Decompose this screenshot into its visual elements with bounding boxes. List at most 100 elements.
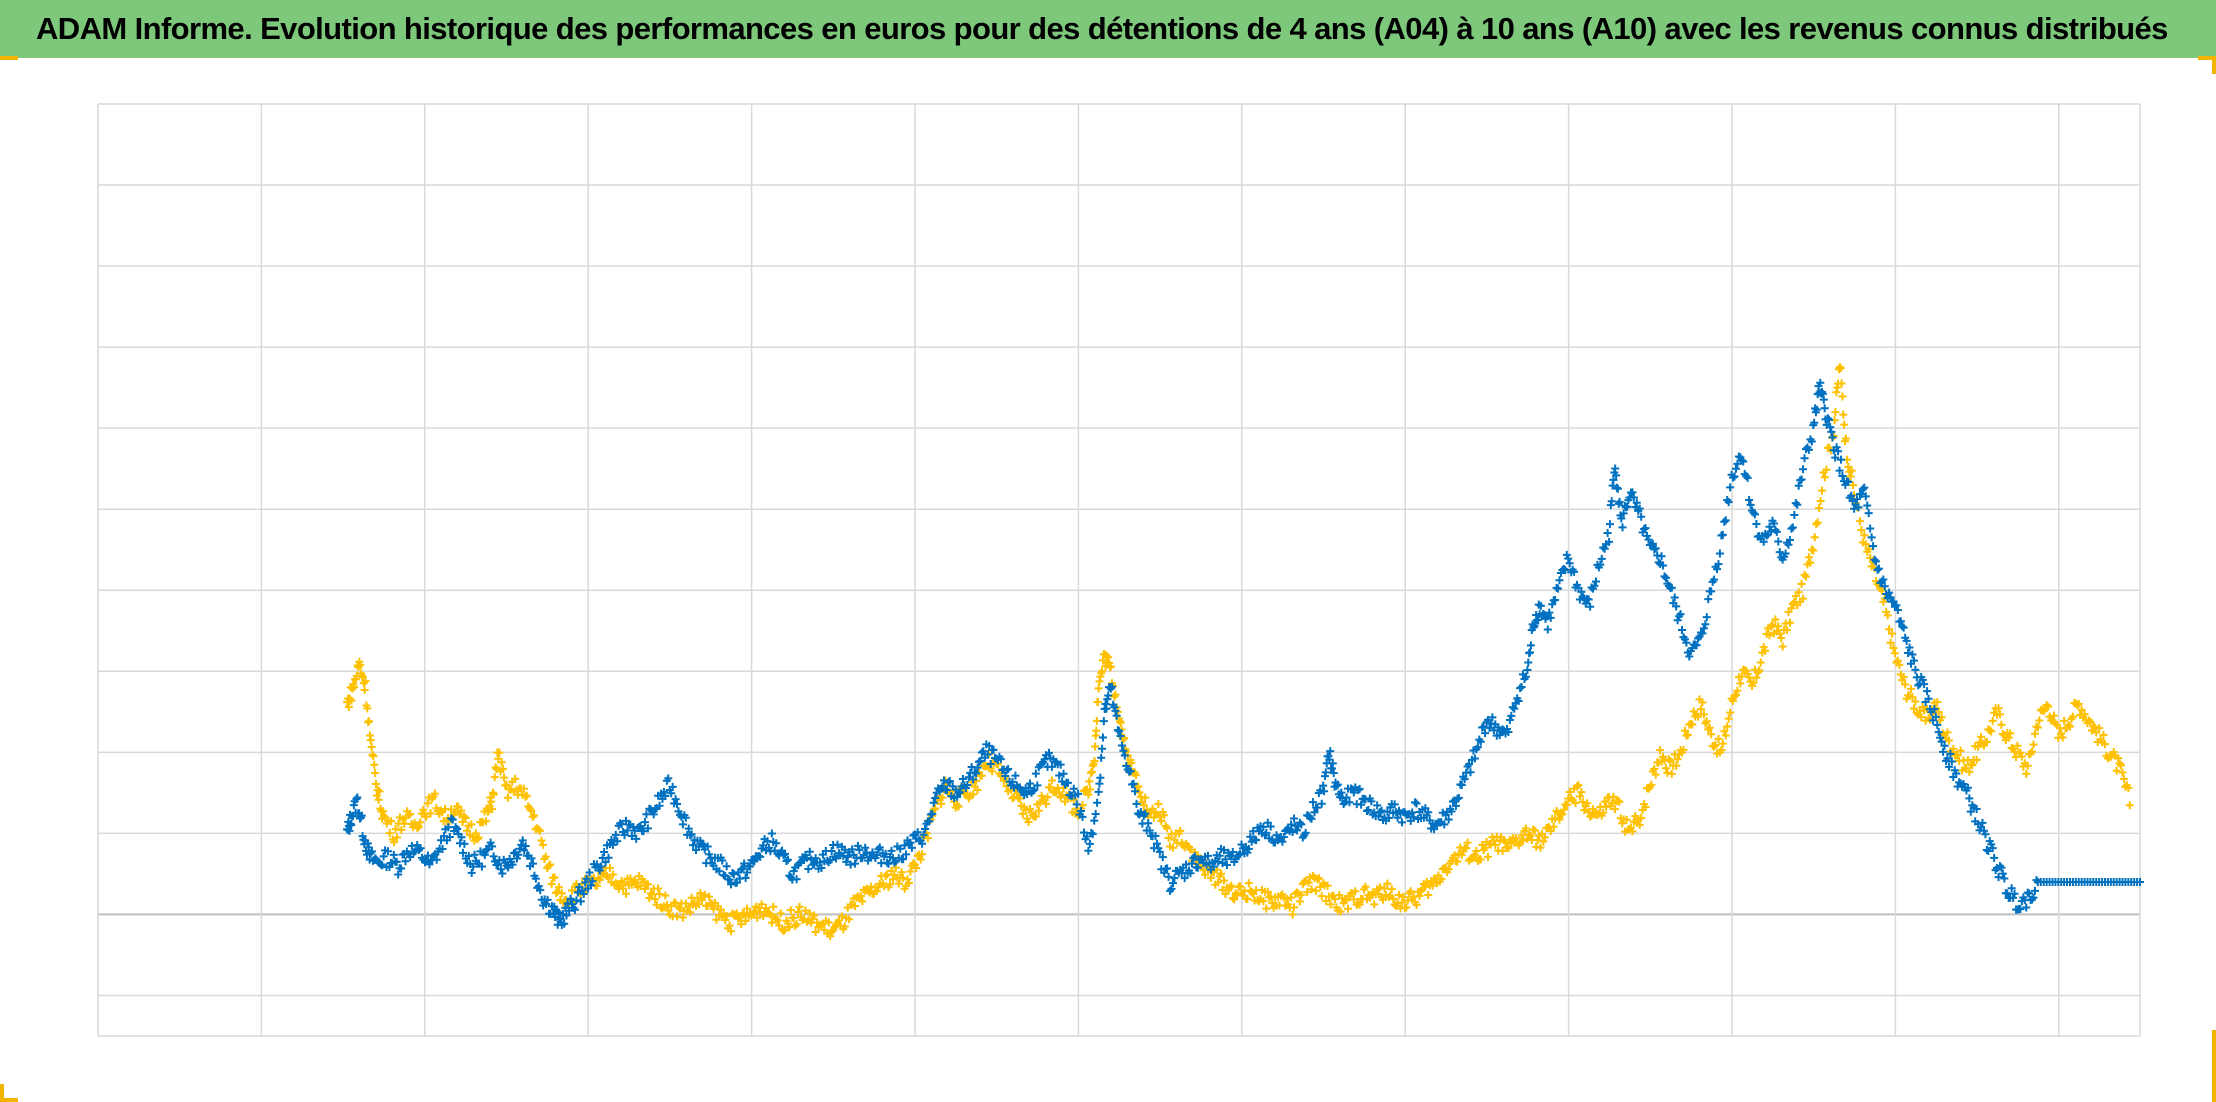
data-point xyxy=(1826,423,1835,432)
data-point xyxy=(1772,527,1781,536)
data-point xyxy=(667,789,676,798)
data-point xyxy=(881,849,890,858)
data-point xyxy=(1694,712,1703,721)
data-point xyxy=(1030,785,1039,794)
data-point xyxy=(1837,379,1846,388)
data-point xyxy=(2016,905,2025,914)
data-point xyxy=(1670,593,1679,602)
data-point xyxy=(872,887,881,896)
data-point xyxy=(357,811,366,820)
data-point xyxy=(1090,756,1099,765)
data-point xyxy=(1220,876,1229,885)
data-point xyxy=(1024,818,1033,827)
data-point xyxy=(850,901,859,910)
data-point xyxy=(1543,625,1552,634)
data-point xyxy=(1857,489,1866,498)
data-point xyxy=(1885,588,1894,597)
data-point xyxy=(1397,898,1406,907)
data-point xyxy=(1729,473,1738,482)
data-point xyxy=(1907,684,1915,693)
data-point xyxy=(1752,519,1761,528)
data-point xyxy=(582,874,591,883)
data-point xyxy=(776,909,785,918)
data-point xyxy=(1186,869,1195,878)
data-point xyxy=(1412,799,1421,808)
data-point xyxy=(426,809,435,818)
data-point xyxy=(1730,692,1739,701)
data-point xyxy=(1847,466,1856,475)
data-point xyxy=(2010,889,2019,898)
data-point xyxy=(1476,855,1485,864)
data-point xyxy=(2124,783,2133,792)
data-point xyxy=(1586,602,1595,611)
data-point xyxy=(741,873,750,882)
data-point xyxy=(773,916,782,925)
data-point xyxy=(460,812,469,821)
data-point xyxy=(1056,760,1065,769)
data-point xyxy=(1111,706,1120,715)
data-point xyxy=(1619,509,1628,518)
data-point xyxy=(2114,754,2123,763)
data-point xyxy=(1936,733,1945,742)
data-point xyxy=(1551,814,1560,823)
data-point xyxy=(2099,730,2108,739)
data-point xyxy=(1863,501,1872,510)
data-point xyxy=(942,786,951,795)
data-point xyxy=(1131,771,1140,780)
data-point xyxy=(1380,884,1389,893)
data-point xyxy=(1085,839,1094,848)
data-point xyxy=(1069,795,1078,804)
data-point xyxy=(861,843,870,852)
data-point xyxy=(1778,642,1787,651)
data-point xyxy=(1944,736,1953,745)
data-point xyxy=(1931,704,1940,713)
data-point xyxy=(639,827,648,836)
data-point xyxy=(1759,643,1768,652)
data-point xyxy=(1731,464,1740,473)
data-point xyxy=(795,858,804,867)
data-point xyxy=(1705,723,1714,732)
data-point xyxy=(2074,699,2083,708)
data-point xyxy=(1908,650,1917,659)
data-point xyxy=(1111,690,1120,699)
data-point xyxy=(1659,561,1668,570)
data-point xyxy=(1994,873,2003,882)
data-point xyxy=(1119,746,1128,755)
data-point xyxy=(727,927,736,936)
data-point xyxy=(1189,853,1198,862)
data-point xyxy=(875,843,884,852)
data-point xyxy=(1135,788,1144,797)
data-point xyxy=(1084,790,1093,799)
data-point xyxy=(1508,703,1517,712)
data-point xyxy=(1890,649,1899,658)
data-point xyxy=(2109,747,2118,756)
data-point xyxy=(1947,757,1956,766)
data-point xyxy=(1209,862,1218,871)
data-point xyxy=(1724,498,1733,507)
data-point xyxy=(1377,806,1386,815)
data-point xyxy=(2064,721,2073,730)
data-point xyxy=(1972,804,1981,813)
data-point xyxy=(1804,445,1813,454)
data-point xyxy=(1383,879,1392,888)
data-point xyxy=(535,826,544,835)
data-point xyxy=(1549,822,1558,831)
data-point xyxy=(457,806,466,815)
data-point xyxy=(1505,716,1514,725)
data-point xyxy=(757,900,766,909)
data-point xyxy=(1167,884,1176,893)
data-point xyxy=(1699,710,1708,719)
data-point xyxy=(1193,863,1202,872)
data-point xyxy=(1918,675,1927,684)
data-point xyxy=(1266,822,1275,831)
data-point xyxy=(1820,404,1829,413)
data-point xyxy=(1227,881,1236,890)
data-point xyxy=(1355,784,1364,793)
data-point xyxy=(954,802,963,811)
data-point xyxy=(1157,817,1166,826)
data-point xyxy=(1672,602,1681,611)
data-point xyxy=(1892,601,1901,610)
data-point xyxy=(1787,524,1796,533)
data-point xyxy=(1613,796,1622,805)
data-point xyxy=(1374,812,1383,821)
